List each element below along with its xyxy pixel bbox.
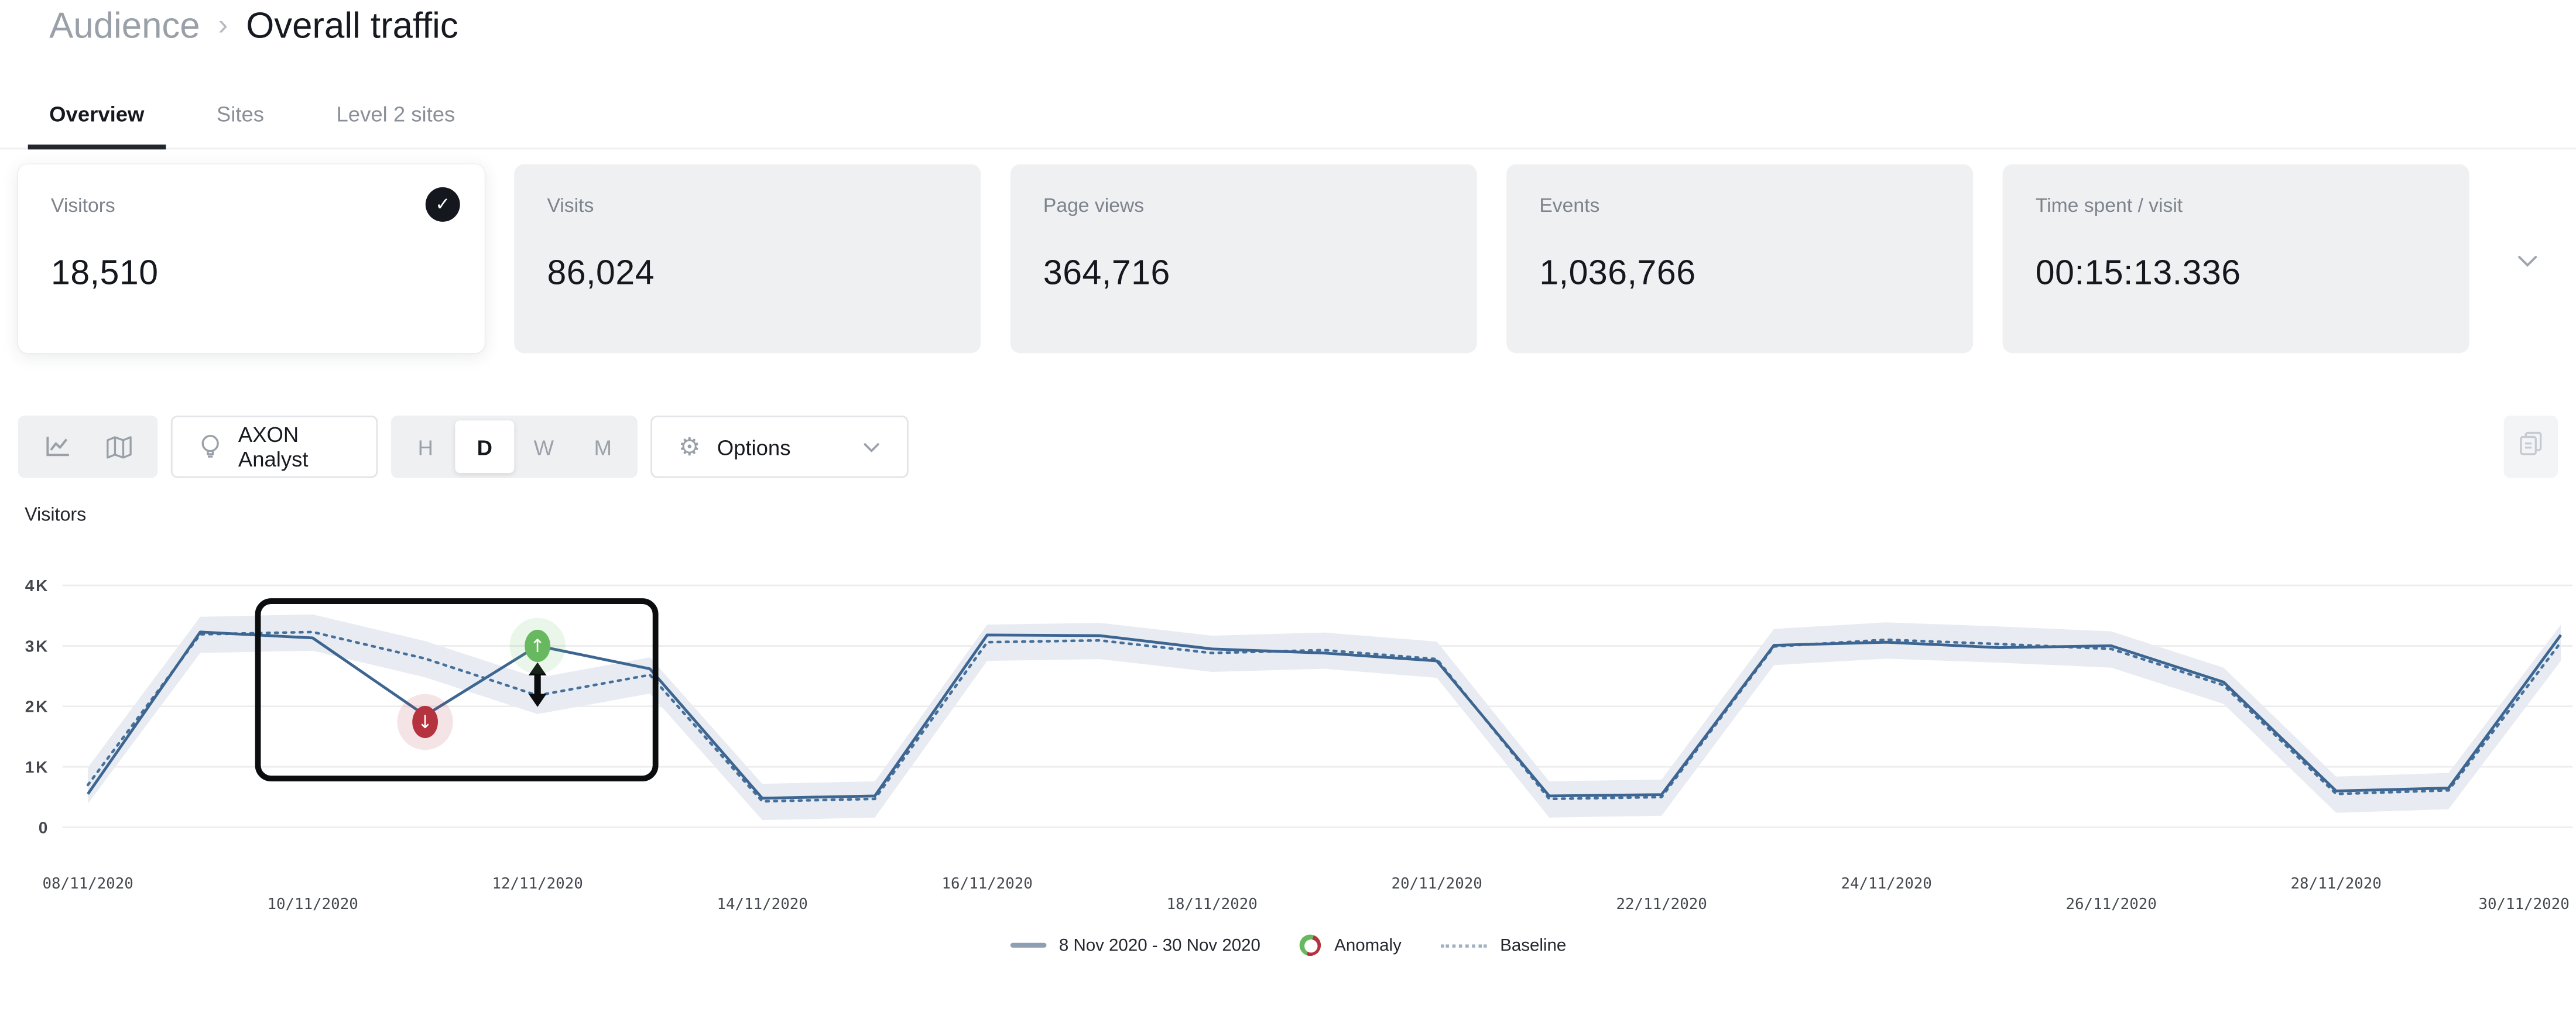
svg-text:30/11/2020: 30/11/2020 [2478, 896, 2569, 913]
svg-text:0: 0 [39, 818, 49, 836]
svg-text:24/11/2020: 24/11/2020 [1841, 875, 1932, 893]
kpi-value: 18,510 [50, 254, 159, 293]
tab-sites[interactable]: Sites [216, 101, 265, 127]
svg-text:18/11/2020: 18/11/2020 [1166, 896, 1257, 913]
copy-chart-button[interactable] [2503, 415, 2558, 478]
kpi-value: 364,716 [1043, 254, 1170, 293]
svg-text:14/11/2020: 14/11/2020 [717, 896, 807, 913]
copy-icon [2519, 430, 2543, 464]
granularity-week[interactable]: W [533, 434, 554, 459]
kpi-card-events[interactable]: Events 1,036,766 [1506, 164, 1974, 354]
legend-label: Anomaly [1334, 935, 1402, 955]
axon-analyst-button[interactable]: AXON Analyst [170, 415, 378, 478]
page-title: Overall traffic [246, 5, 458, 46]
options-label: Options [717, 434, 791, 459]
options-chevron-down-icon [862, 441, 881, 452]
kpi-card-visitors[interactable]: Visitors 18,510 ✓ [18, 164, 485, 354]
kpi-label: Page views [1043, 194, 1145, 217]
breadcrumb: Audience › Overall traffic [49, 2, 458, 51]
chart-toolbar: AXON Analyst H D W M ⚙ Options [18, 415, 2558, 478]
kpi-label: Visits [547, 194, 594, 217]
svg-text:08/11/2020: 08/11/2020 [42, 875, 133, 893]
lightbulb-icon [199, 433, 222, 461]
granularity-toggle: H D W M [390, 415, 638, 478]
chart-legend: 8 Nov 2020 - 30 Nov 2020 Anomaly Baselin… [0, 934, 2576, 956]
svg-text:10/11/2020: 10/11/2020 [267, 896, 358, 913]
options-button[interactable]: ⚙ Options [650, 415, 909, 478]
line-swatch-icon [1009, 942, 1046, 948]
svg-text:16/11/2020: 16/11/2020 [941, 875, 1032, 893]
breadcrumb-section[interactable]: Audience [49, 5, 200, 46]
tab-level-2-sites[interactable]: Level 2 sites [336, 101, 455, 127]
svg-text:26/11/2020: 26/11/2020 [2066, 896, 2157, 913]
legend-label: Baseline [1500, 935, 1567, 955]
map-icon[interactable] [104, 434, 132, 459]
cards-collapse-chevron-down-icon[interactable] [2517, 246, 2538, 276]
tab-overview[interactable]: Overview [28, 92, 166, 150]
kpi-card-visits[interactable]: Visits 86,024 [514, 164, 981, 354]
tab-bar: Overview Sites Level 2 sites [0, 92, 2576, 150]
kpi-value: 00:15:13.336 [2035, 254, 2241, 293]
breadcrumb-separator-icon: › [218, 7, 228, 40]
svg-text:28/11/2020: 28/11/2020 [2291, 875, 2382, 893]
kpi-cards-row: Visitors 18,510 ✓ Visits 86,024 Page vie… [18, 164, 2469, 354]
kpi-value: 86,024 [547, 254, 655, 293]
svg-text:4K: 4K [25, 577, 49, 595]
svg-text:22/11/2020: 22/11/2020 [1616, 896, 1707, 913]
line-chart-icon[interactable] [43, 434, 71, 459]
anomaly-ring-icon [1300, 934, 1321, 956]
kpi-label: Time spent / visit [2035, 194, 2183, 217]
granularity-day[interactable]: D [455, 420, 515, 474]
legend-item-baseline[interactable]: Baseline [1441, 935, 1566, 955]
granularity-month[interactable]: M [594, 434, 612, 459]
granularity-hour[interactable]: H [417, 434, 433, 459]
svg-text:↑: ↑ [530, 636, 545, 657]
legend-label: 8 Nov 2020 - 30 Nov 2020 [1059, 935, 1260, 955]
dotted-line-swatch-icon [1441, 944, 1487, 947]
legend-item-anomaly[interactable]: Anomaly [1300, 934, 1402, 956]
svg-text:1K: 1K [25, 758, 49, 776]
svg-text:12/11/2020: 12/11/2020 [492, 875, 583, 893]
kpi-label: Events [1539, 194, 1600, 217]
svg-text:3K: 3K [25, 637, 49, 655]
legend-item-period[interactable]: 8 Nov 2020 - 30 Nov 2020 [1009, 935, 1260, 955]
gear-icon: ⚙ [678, 433, 701, 462]
chart-title: Visitors [25, 506, 87, 526]
svg-text:↓: ↓ [417, 712, 433, 733]
kpi-card-page-views[interactable]: Page views 364,716 [1010, 164, 1477, 354]
view-toggle [18, 415, 158, 478]
svg-text:20/11/2020: 20/11/2020 [1391, 875, 1482, 893]
kpi-value: 1,036,766 [1539, 254, 1696, 293]
selected-check-icon: ✓ [425, 187, 460, 222]
kpi-card-time-spent[interactable]: Time spent / visit 00:15:13.336 [2002, 164, 2469, 354]
axon-analyst-label: AXON Analyst [238, 422, 309, 472]
kpi-label: Visitors [50, 194, 115, 217]
svg-text:2K: 2K [25, 698, 49, 716]
